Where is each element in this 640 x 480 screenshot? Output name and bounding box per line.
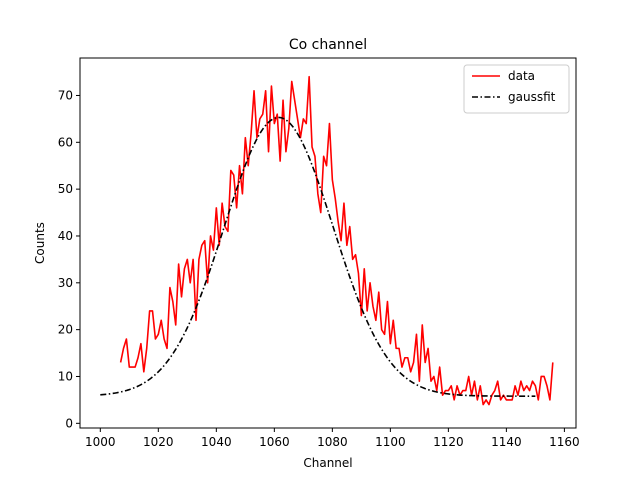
x-tick-label: 1140 xyxy=(491,435,522,449)
x-tick-label: 1080 xyxy=(317,435,348,449)
chart-title: Co channel xyxy=(289,37,367,53)
gaussfit-curve xyxy=(100,116,536,397)
x-tick-label: 1060 xyxy=(259,435,290,449)
y-tick-label: 60 xyxy=(58,135,73,149)
y-tick-label: 70 xyxy=(58,88,73,102)
legend-data-label: data xyxy=(508,69,535,83)
plot-area xyxy=(100,75,554,406)
x-tick-label: 1040 xyxy=(201,435,232,449)
x-tick-label: 1020 xyxy=(143,435,174,449)
x-tick-label: 1160 xyxy=(549,435,580,449)
x-axis-label: Channel xyxy=(303,456,352,470)
y-tick-label: 20 xyxy=(58,323,73,337)
axis-ticks: 1000 1020 1040 1060 1080 1100 1120 1140 11600102… xyxy=(58,88,580,449)
axes-frame xyxy=(79,57,577,429)
y-tick-label: 30 xyxy=(58,276,73,290)
legend: data gaussfit xyxy=(463,64,570,114)
y-tick-label: 10 xyxy=(58,369,73,383)
x-tick-label: 1100 xyxy=(375,435,406,449)
x-tick-label: 1120 xyxy=(433,435,464,449)
data-series-line xyxy=(119,75,554,406)
legend-box xyxy=(463,64,570,114)
x-tick-label: 1000 xyxy=(85,435,116,449)
y-tick-label: 0 xyxy=(65,416,73,430)
legend-gaussfit-label: gaussfit xyxy=(508,90,556,104)
y-tick-label: 40 xyxy=(58,229,73,243)
y-axis-label: Counts xyxy=(33,222,47,264)
y-tick-label: 50 xyxy=(58,182,73,196)
